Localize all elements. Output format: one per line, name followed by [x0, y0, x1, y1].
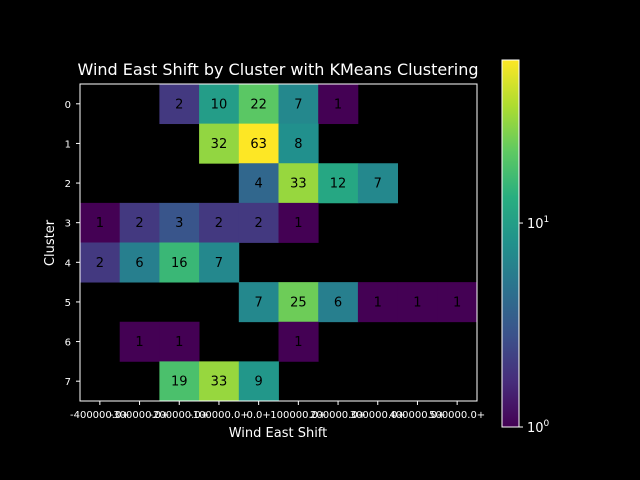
- cell-value-label: 2: [215, 216, 223, 231]
- heatmap-cell: [199, 202, 240, 243]
- x-tick-label: 400000.0+: [389, 410, 445, 421]
- heatmap-cell: [80, 242, 121, 283]
- y-tick-label: 1: [65, 139, 71, 150]
- heatmap-cell: [119, 242, 160, 283]
- colorbar-ticks: 100 101: [519, 215, 550, 436]
- cell-value-label: 7: [215, 256, 223, 271]
- cell-value-label: 16: [171, 256, 188, 271]
- heatmap-cell: [357, 282, 398, 323]
- cell-value-label: 6: [334, 295, 342, 310]
- cell-value-label: 12: [330, 177, 347, 192]
- x-tick-label: 300000.0+: [350, 410, 406, 421]
- cell-value-label: 4: [255, 177, 263, 192]
- x-tick-label: 500000.0+: [429, 410, 485, 421]
- heatmap-cell: [238, 123, 279, 164]
- colorbar-tick-label: 101: [527, 215, 549, 232]
- cell-value-label: 1: [413, 295, 421, 310]
- y-tick-label: 2: [65, 179, 71, 190]
- y-tick-label: 5: [65, 298, 71, 309]
- cell-value-label: 2: [96, 256, 104, 271]
- x-axis-ticks: -400000.0+-300000.0+-200000.0+-100000.0+…: [70, 401, 485, 421]
- heatmap-cell: [119, 321, 160, 362]
- cell-value-label: 7: [255, 295, 263, 310]
- heatmap-cell: [318, 163, 359, 204]
- cell-value-label: 1: [453, 295, 461, 310]
- heatmap-cells: 2 10 22 7 132 63 84 33 12 71 2 3 2 2 12 6 16 77 25 6 1 1 11 1 11…: [80, 84, 478, 402]
- heatmap-cell: [278, 202, 319, 243]
- heatmap-cell: [238, 202, 279, 243]
- cell-value-label: 2: [135, 216, 143, 231]
- cell-value-label: 33: [211, 375, 228, 390]
- heatmap-cell: [278, 163, 319, 204]
- heatmap-cell: [278, 321, 319, 362]
- heatmap-cell: [159, 202, 200, 243]
- y-tick-label: 0: [65, 100, 71, 111]
- heatmap-cell: [159, 84, 200, 125]
- heatmap-cell: [199, 361, 240, 402]
- heatmap-cell: [278, 282, 319, 323]
- x-tick-label: -200000.0+: [149, 410, 209, 421]
- colorbar-tick-label: 100: [527, 419, 550, 436]
- cell-value-label: 1: [294, 335, 302, 350]
- y-axis-label: Cluster: [43, 219, 58, 266]
- cell-value-label: 1: [374, 295, 382, 310]
- heatmap-cell: [357, 163, 398, 204]
- x-tick-label: -100000.0+: [189, 410, 249, 421]
- cell-value-label: 1: [96, 216, 104, 231]
- heatmap-cell: [238, 84, 279, 125]
- heatmap-cell: [159, 321, 200, 362]
- heatmap-cell: [199, 242, 240, 283]
- heatmap-cell: [119, 202, 160, 243]
- heatmap-cell: [437, 282, 478, 323]
- heatmap-cell: [159, 242, 200, 283]
- cell-value-label: 9: [255, 375, 263, 390]
- y-axis-ticks: 0 1 2 3 4 5 6 7: [65, 100, 80, 388]
- cell-value-label: 2: [255, 216, 263, 231]
- heatmap-cell: [397, 282, 438, 323]
- chart-title: Wind East Shift by Cluster with KMeans C…: [77, 60, 478, 79]
- heatmap-cell: [199, 84, 240, 125]
- heatmap-cell: [278, 123, 319, 164]
- heatmap-cell: [238, 282, 279, 323]
- plot-frame: [79, 83, 478, 402]
- colorbar: [501, 59, 520, 428]
- cell-value-label: 1: [175, 335, 183, 350]
- cell-value-label: 25: [290, 295, 307, 310]
- y-tick-label: 6: [65, 338, 71, 349]
- cell-value-label: 8: [294, 137, 302, 152]
- cell-value-label: 33: [290, 177, 307, 192]
- cell-value-label: 2: [175, 97, 183, 112]
- heatmap-cell: [318, 282, 359, 323]
- cell-value-label: 7: [294, 97, 302, 112]
- heatmap-cell: [318, 84, 359, 125]
- x-tick-label: 100000.0+: [270, 410, 326, 421]
- y-tick-label: 3: [65, 219, 71, 230]
- cell-value-label: 22: [250, 97, 267, 112]
- cell-value-label: 63: [250, 137, 267, 152]
- cell-value-label: 1: [334, 97, 342, 112]
- cell-value-label: 1: [294, 216, 302, 231]
- x-tick-label: 200000.0+: [310, 410, 366, 421]
- y-tick-label: 7: [65, 377, 71, 388]
- x-axis-label: Wind East Shift: [229, 426, 328, 441]
- cell-value-label: 32: [211, 137, 228, 152]
- cell-value-label: 10: [211, 97, 228, 112]
- heatmap-cell: [238, 361, 279, 402]
- heatmap-cell: [80, 202, 121, 243]
- heatmap-cell: [159, 361, 200, 402]
- cell-value-label: 3: [175, 216, 183, 231]
- cell-value-label: 19: [171, 375, 188, 390]
- cell-value-label: 6: [135, 256, 143, 271]
- cell-value-label: 1: [135, 335, 143, 350]
- heatmap-cell: [278, 84, 319, 125]
- x-tick-label: -400000.0+: [70, 410, 130, 421]
- y-tick-label: 4: [65, 258, 71, 269]
- cell-value-label: 7: [374, 177, 382, 192]
- x-tick-label: 0.0+: [247, 410, 271, 421]
- x-tick-label: -300000.0+: [110, 410, 170, 421]
- heatmap-cell: [199, 123, 240, 164]
- heatmap-cell: [238, 163, 279, 204]
